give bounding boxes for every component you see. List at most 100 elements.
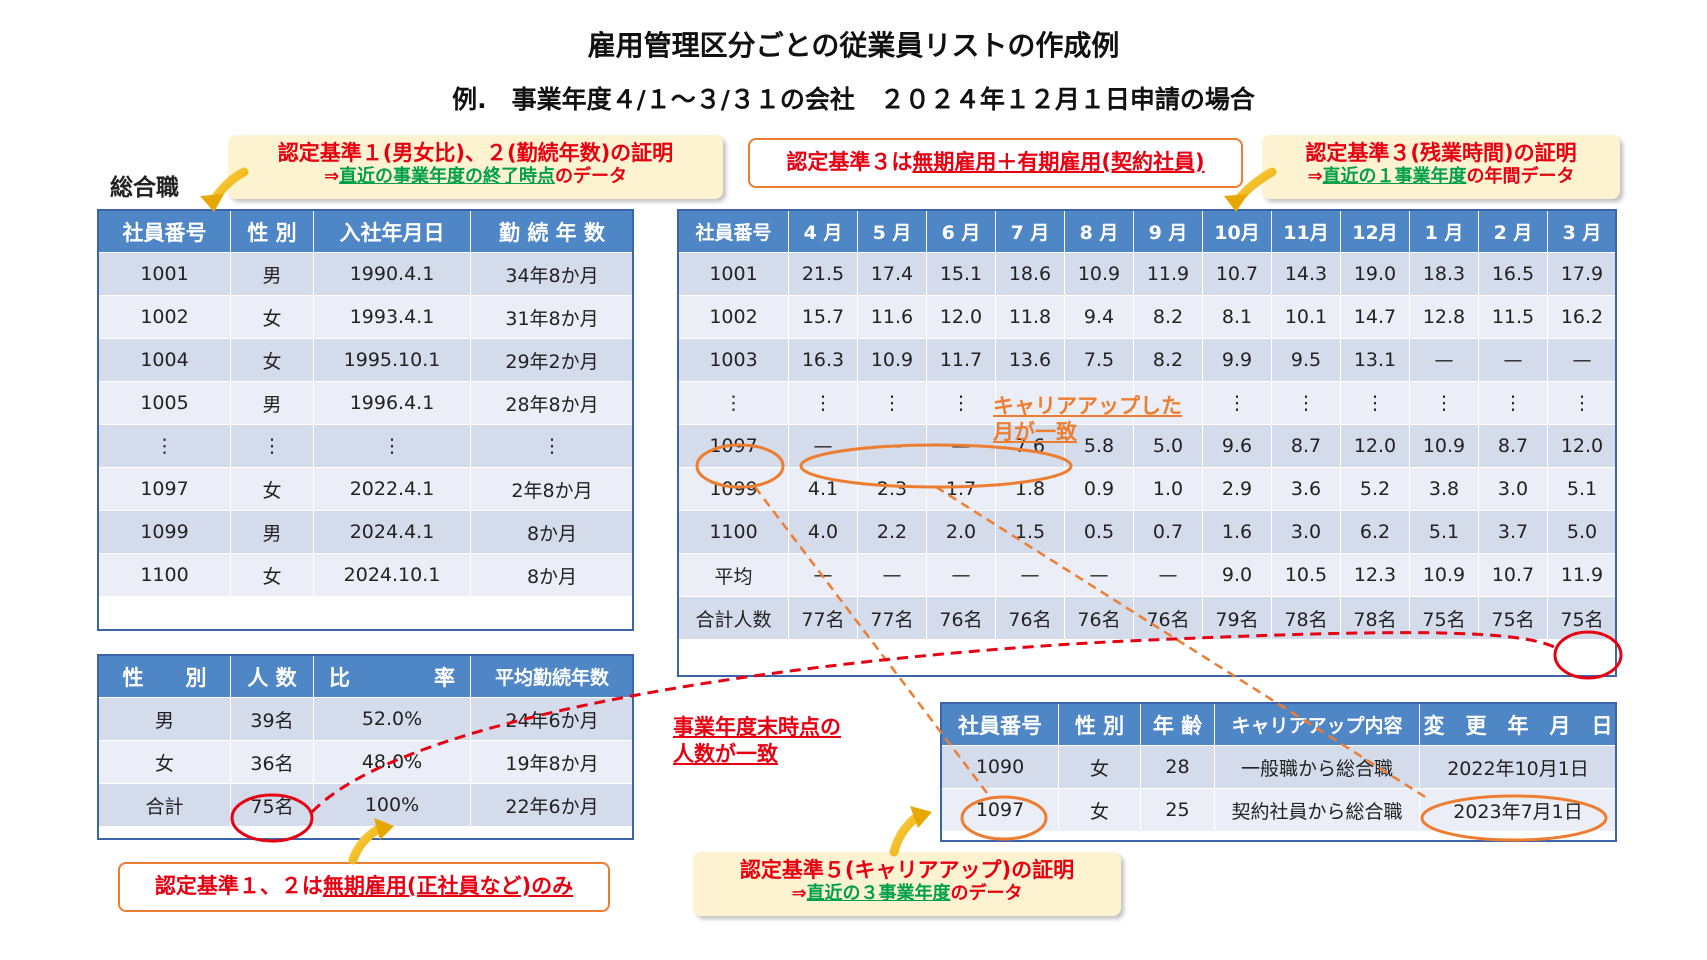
table-cell: ⋮ <box>1271 381 1341 425</box>
table-cell: 76名 <box>926 596 996 640</box>
table-cell: 10.9 <box>857 338 927 382</box>
table-cell: 2022年10月1日 <box>1419 745 1617 789</box>
table-cell: 13.1 <box>1340 338 1410 382</box>
table-cell: 合計 <box>98 783 231 827</box>
gender-table-header-cell: 比 率 <box>313 655 471 698</box>
career-table-header-cell: キャリアアップ内容 <box>1214 703 1420 746</box>
yellow-arrowhead-icon <box>910 806 932 828</box>
callout-criteria-1-2-scope-underlined: 無期雇用(正社員など)のみ <box>322 874 574 898</box>
callout-criteria-3-scope-pre: 認定基準３は <box>786 150 913 174</box>
table-cell: 5.0 <box>1547 510 1617 554</box>
employee-table-header: 社員番号性 別入社年月日勤 続 年 数 <box>98 210 634 253</box>
page-subtitle: 例. 事業年度４/１～３/３１の会社 ２０２４年１２月１日申請の場合 <box>452 85 1255 114</box>
table-cell: 10.9 <box>1409 424 1479 468</box>
overtime-table-header-cell: 1 月 <box>1409 210 1479 253</box>
table-cell: ⋮ <box>1202 381 1272 425</box>
table-row: 女 36名 48.0% 19年8か月 <box>98 740 634 784</box>
table-cell: 1001 <box>678 252 789 296</box>
table-cell: — <box>788 424 858 468</box>
table-row: 1002 女 1993.4.1 31年8か月 <box>98 295 634 339</box>
table-cell: 1.6 <box>1202 510 1272 554</box>
table-row: 1097 女 25 契約社員から総合職 2023年7月1日 <box>941 788 1617 832</box>
overtime-table-header-cell: 社員番号 <box>678 210 789 253</box>
table-cell: 8.1 <box>1202 295 1272 339</box>
table-cell: 76名 <box>1064 596 1134 640</box>
overtime-table-header-cell: 12月 <box>1340 210 1410 253</box>
table-cell: 10.1 <box>1271 295 1341 339</box>
table-cell: 女 <box>1058 745 1141 789</box>
table-cell: 4.0 <box>788 510 858 554</box>
table-cell: — <box>1409 338 1479 382</box>
callout-criteria-5: 認定基準５(キャリアアップ)の証明 ⇒直近の３事業年度のデータ <box>693 852 1121 916</box>
table-cell: 5.2 <box>1340 467 1410 511</box>
table-row: 平均 — — — — — —9.0 10.5 12.3 10.9 10.7 11.9 <box>678 553 1617 597</box>
table-cell: 10.9 <box>1409 553 1479 597</box>
career-table-header: 社員番号性 別年 齢キャリアアップ内容変 更 年 月 日 <box>941 703 1617 746</box>
table-cell: 2024.4.1 <box>313 510 471 554</box>
table-cell <box>1133 381 1203 425</box>
note-career-line2: 月が一致 <box>993 420 1077 445</box>
table-cell: 10.5 <box>1271 553 1341 597</box>
table-cell: — <box>995 553 1065 597</box>
table-cell: — <box>1547 338 1617 382</box>
table-cell: 11.5 <box>1478 295 1548 339</box>
note-career-line1: キャリアアップした <box>993 394 1182 418</box>
gender-summary-table: 性 別人 数比 率平均勤続年数 男 39名 52.0% 24年6か月女 36名 48.0%… <box>98 655 634 827</box>
table-cell: 男 <box>230 510 314 554</box>
overtime-table-header-cell: 2 月 <box>1478 210 1548 253</box>
table-cell: ⋮ <box>470 424 634 468</box>
table-cell: 36名 <box>230 740 314 784</box>
table-cell: 2年8か月 <box>470 467 634 511</box>
table-cell: 8か月 <box>470 510 634 554</box>
table-cell: 契約社員から総合職 <box>1214 788 1420 832</box>
callout-criteria-3-overtime: 認定基準３(残業時間)の証明 ⇒直近の１事業年度の年間データ <box>1262 135 1620 199</box>
table-cell: ⋮ <box>1547 381 1617 425</box>
table-cell: — <box>926 424 996 468</box>
table-cell: 男 <box>98 697 231 741</box>
table-cell: 75名 <box>1478 596 1548 640</box>
employee-table-header-cell: 勤 続 年 数 <box>470 210 634 253</box>
callout-criteria-1-2-green: 直近の事業年度の終了時点 <box>339 166 556 188</box>
table-cell <box>1064 381 1134 425</box>
table-cell: — <box>926 553 996 597</box>
table-cell: 0.9 <box>1064 467 1134 511</box>
table-row: 1004 女 1995.10.1 29年2か月 <box>98 338 634 382</box>
table-cell: — <box>1133 553 1203 597</box>
table-cell: 8.7 <box>1478 424 1548 468</box>
table-row: 1005 男 1996.4.1 28年8か月 <box>98 381 634 425</box>
table-cell: 1100 <box>98 553 231 597</box>
table-row: 1100 女 2024.10.1 8か月 <box>98 553 634 597</box>
callout-criteria-1-2: 認定基準１(男女比)、２(勤続年数)の証明 ⇒直近の事業年度の終了時点のデータ <box>228 135 723 199</box>
overtime-table-header-cell: 11月 <box>1271 210 1341 253</box>
table-cell: 1002 <box>98 295 231 339</box>
table-cell: 女 <box>230 553 314 597</box>
table-cell: 1097 <box>678 424 789 468</box>
table-cell: 9.6 <box>1202 424 1272 468</box>
table-cell: 2024.10.1 <box>313 553 471 597</box>
career-table-header-cell: 性 別 <box>1058 703 1141 746</box>
table-cell: 1003 <box>678 338 789 382</box>
table-cell: 3.6 <box>1271 467 1341 511</box>
table-cell: 100% <box>313 783 471 827</box>
employee-table-header-cell: 社員番号 <box>98 210 231 253</box>
table-cell: 18.6 <box>995 252 1065 296</box>
note-career-month-match: キャリアアップした 月が一致 <box>993 393 1182 446</box>
table-cell: 1993.4.1 <box>313 295 471 339</box>
table-cell: 28年8か月 <box>470 381 634 425</box>
table-cell: 3.7 <box>1478 510 1548 554</box>
table-cell: 15.7 <box>788 295 858 339</box>
table-cell: 79名 <box>1202 596 1272 640</box>
table-cell: 1001 <box>98 252 231 296</box>
employee-table: 社員番号性 別入社年月日勤 続 年 数 1001 男 1990.4.1 34年8か月 1… <box>98 210 634 597</box>
table-cell: 8か月 <box>470 553 634 597</box>
table-cell: 17.4 <box>857 252 927 296</box>
table-row: 男 39名 52.0% 24年6か月 <box>98 697 634 741</box>
table-cell: 5.1 <box>1547 467 1617 511</box>
table-cell: 14.7 <box>1340 295 1410 339</box>
table-cell: 2022.4.1 <box>313 467 471 511</box>
table-row: 合計 75名 100% 22年6か月 <box>98 783 634 827</box>
table-cell: 16.3 <box>788 338 858 382</box>
table-cell: 78名 <box>1271 596 1341 640</box>
overtime-table-header-cell: 5 月 <box>857 210 927 253</box>
